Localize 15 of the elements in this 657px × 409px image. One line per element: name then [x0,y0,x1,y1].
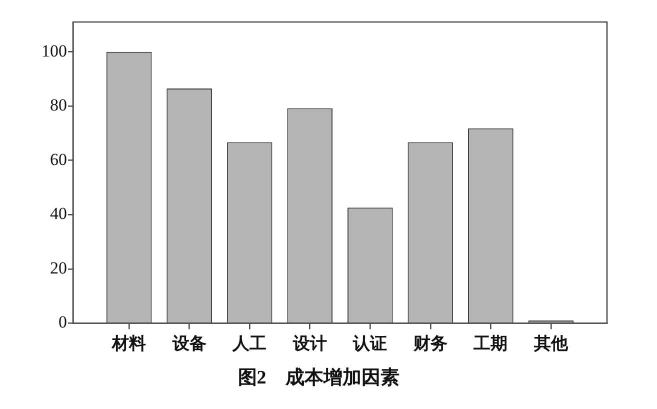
text: 图2 成本增加因素 [238,366,400,389]
x-tick-label: 设备 [171,334,206,353]
x-tick-label: 人工 [232,334,267,353]
x-tick-label: 其他 [532,334,569,353]
x-tick-label: 财务 [412,334,448,353]
y-tick-label: 40 [50,204,67,224]
x-tick-label: 认证 [352,334,388,353]
x-tick-label: 材料 [111,334,146,353]
x-tick-label: 工期 [472,334,508,353]
y-tick-label: 20 [50,258,67,278]
y-tick-label: 0 [58,312,67,332]
y-tick-label: 80 [50,96,67,115]
y-tick-label: 60 [50,150,67,169]
y-tick-label: 100 [42,41,67,60]
x-tick-label: 设计 [292,334,327,353]
